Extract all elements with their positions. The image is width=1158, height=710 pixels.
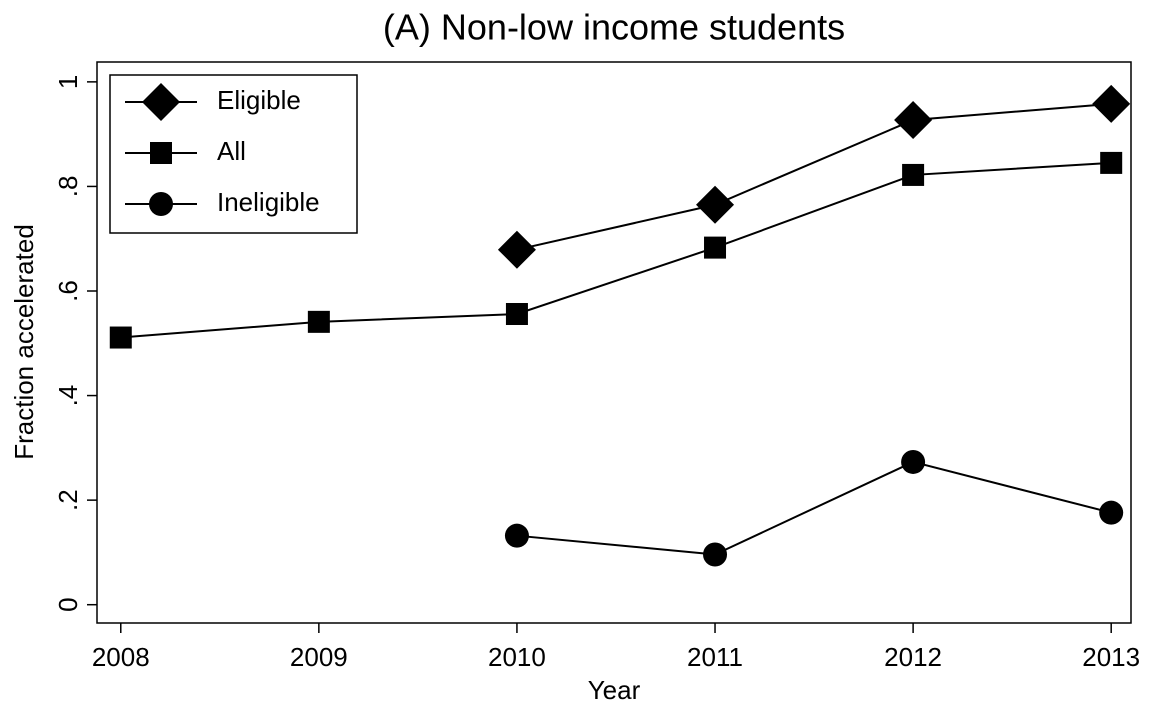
square-marker: [902, 163, 925, 186]
circle-marker: [504, 523, 529, 548]
x-tick-label: 2008: [92, 642, 150, 672]
x-tick-label: 2011: [687, 642, 743, 672]
square-marker: [704, 236, 727, 259]
y-tick-label: 0: [53, 597, 83, 611]
circle-marker: [1099, 500, 1124, 525]
y-tick-label: .2: [53, 489, 83, 511]
y-tick-label: 1: [53, 75, 83, 89]
chart-title: (A) Non-low income students: [383, 7, 845, 48]
y-tick-label: .4: [53, 385, 83, 407]
square-marker: [307, 310, 330, 333]
series-line: [516, 102, 1112, 251]
diamond-marker: [894, 101, 933, 140]
diamond-marker: [1092, 84, 1131, 123]
y-tick-label: .6: [53, 280, 83, 302]
diamond-marker: [696, 185, 735, 224]
square-marker: [150, 142, 172, 164]
series-line: [120, 161, 1112, 339]
legend-label: All: [217, 136, 246, 166]
square-marker: [505, 303, 528, 326]
legend-label: Ineligible: [217, 187, 320, 217]
x-tick-label: 2010: [488, 642, 546, 672]
square-marker: [1100, 151, 1123, 174]
diamond-marker: [142, 83, 180, 121]
circle-marker: [901, 449, 926, 474]
x-tick-label: 2009: [290, 642, 348, 672]
diamond-marker: [497, 230, 536, 269]
y-axis-label: Fraction accelerated: [9, 224, 39, 460]
series-line: [516, 460, 1112, 556]
x-axis-label: Year: [588, 675, 641, 705]
circle-marker: [149, 192, 173, 216]
x-tick-label: 2013: [1082, 642, 1140, 672]
circle-marker: [703, 542, 728, 567]
square-marker: [109, 326, 132, 349]
plot-frame: [96, 61, 1132, 624]
legend-label: Eligible: [217, 85, 301, 115]
y-tick-label: .8: [53, 176, 83, 198]
x-tick-label: 2012: [884, 642, 942, 672]
